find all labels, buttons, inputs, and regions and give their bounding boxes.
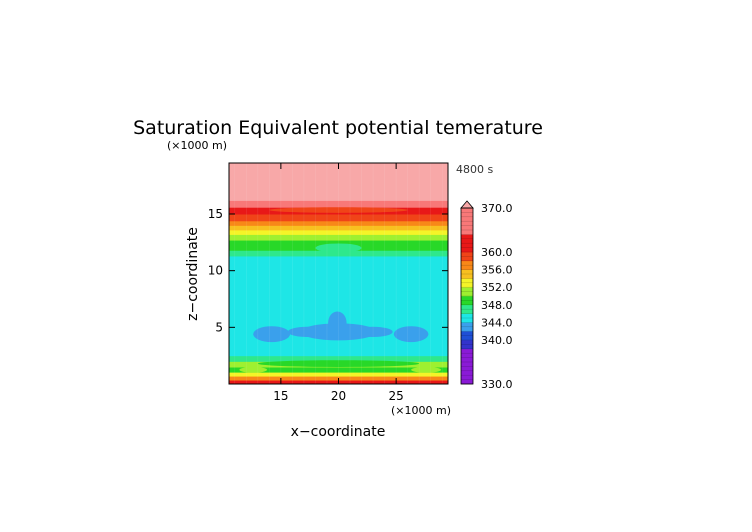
colorbar-swatch-0 (461, 348, 473, 385)
colorbar: 370.0 360.0 356.0 352.0 348.0 344.0 340.0 330.0 (460, 200, 513, 391)
x-tick-label: 15 (273, 389, 288, 403)
contour-band-5 (229, 355, 448, 362)
y-tick-label: 15 (208, 207, 223, 221)
contour-bands (229, 163, 448, 384)
y-tick-label: 5 (215, 320, 223, 334)
axis-ticks: 15 20 25 5 10 15 (208, 163, 448, 403)
contour-feature-3 (328, 311, 347, 335)
colorbar-swatch-6 (461, 296, 473, 306)
colorbar-label: 344.0 (481, 316, 513, 329)
contour-band-18 (229, 163, 448, 201)
colorbar-swatch-3 (461, 322, 473, 332)
colorbar-frame (460, 207, 474, 385)
y-tick-label: 10 (208, 264, 223, 278)
contour-feature-7 (411, 367, 442, 373)
colorbar-swatch-2 (461, 331, 473, 341)
colorbar-over-triangle (460, 200, 474, 209)
contour-features (234, 163, 443, 384)
x-axis-label: x−coordinate (291, 424, 386, 440)
colorbar-swatch-12 (461, 234, 473, 253)
contour-feature-4 (353, 326, 393, 337)
contour-feature-8 (257, 360, 420, 367)
colorbar-swatch-9 (461, 269, 473, 279)
contour-band-17 (229, 200, 448, 208)
z-unit-label: (×1000 m) (167, 139, 227, 152)
colorbar-label: 330.0 (481, 378, 513, 391)
contour-band-8 (229, 255, 448, 323)
colorbar-swatch-11 (461, 252, 473, 262)
colorbar-swatch-1 (461, 340, 473, 350)
contour-feature-5 (393, 326, 429, 343)
plot-area: 15 20 25 5 10 15 (208, 162, 449, 403)
colorbar-label: 370.0 (481, 202, 513, 215)
colorbar-swatch-13 (461, 208, 473, 235)
contour-band-3 (229, 367, 448, 373)
contour-feature-10 (269, 207, 408, 213)
colorbar-label: 360.0 (481, 246, 513, 259)
x-unit-label: (×1000 m) (391, 404, 451, 417)
colorbar-label: 340.0 (481, 334, 513, 347)
x-tick-label: 25 (388, 389, 403, 403)
colorbar-label: 348.0 (481, 299, 513, 312)
x-tick-label: 20 (331, 389, 346, 403)
contour-band-15 (229, 214, 448, 222)
contour-feature-9 (315, 243, 362, 253)
colorbar-swatch-7 (461, 287, 473, 297)
colorbar-swatch-10 (461, 260, 473, 270)
contour-band-12 (229, 229, 448, 235)
contour-band-9 (229, 250, 448, 257)
colorbar-swatch-5 (461, 304, 473, 314)
contour-feature-0 (253, 326, 291, 343)
contour-feature-6 (239, 367, 268, 373)
time-label: 4800 s (456, 163, 493, 176)
contour-band-11 (229, 234, 448, 241)
y-axis-label: z−coordinate (185, 227, 201, 321)
colorbar-swatch-8 (461, 278, 473, 288)
contour-band-13 (229, 225, 448, 231)
colorbar-swatch-4 (461, 313, 473, 323)
contour-band-6 (229, 344, 448, 357)
contour-band-2 (229, 372, 448, 377)
chart-title: Saturation Equivalent potential temeratu… (133, 117, 543, 139)
colorbar-label: 352.0 (481, 281, 513, 294)
contour-band-14 (229, 220, 448, 226)
colorbar-label: 356.0 (481, 264, 513, 277)
